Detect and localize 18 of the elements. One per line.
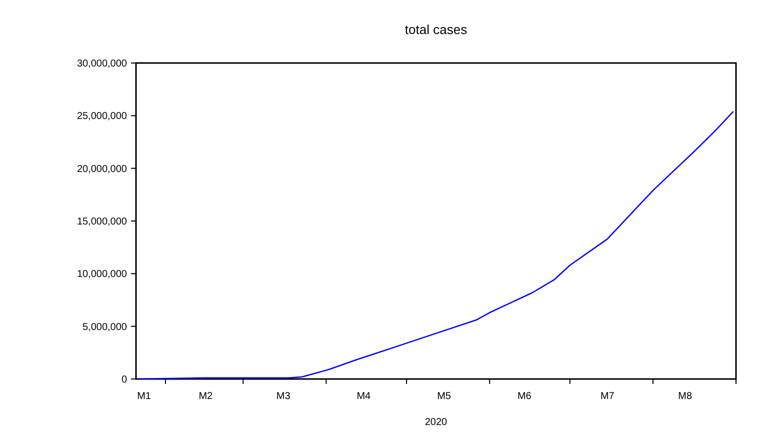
x-tick-label: M7 — [600, 391, 615, 402]
chart-title: total cases — [404, 22, 468, 37]
y-tick-label: 5,000,000 — [82, 322, 128, 333]
y-tick-label: 20,000,000 — [76, 164, 128, 175]
x-tick-label: M1 — [137, 391, 152, 402]
x-tick-label: M4 — [356, 391, 372, 402]
x-tick-label: M3 — [276, 391, 291, 402]
x-axis-title: 2020 — [424, 417, 448, 428]
x-tick-label: M5 — [437, 391, 452, 402]
x-tick-label: M8 — [678, 391, 692, 402]
x-tick-label: M2 — [198, 391, 214, 402]
y-tick-label: 15,000,000 — [76, 216, 128, 228]
line-series — [138, 110, 734, 380]
y-tick-label: 25,000,000 — [76, 111, 128, 122]
y-tick-label: 10,000,000 — [76, 269, 128, 280]
x-tick-label: M6 — [517, 391, 532, 402]
y-tick-label: 30,000,000 — [76, 58, 128, 70]
y-tick-label: 0 — [121, 374, 128, 386]
